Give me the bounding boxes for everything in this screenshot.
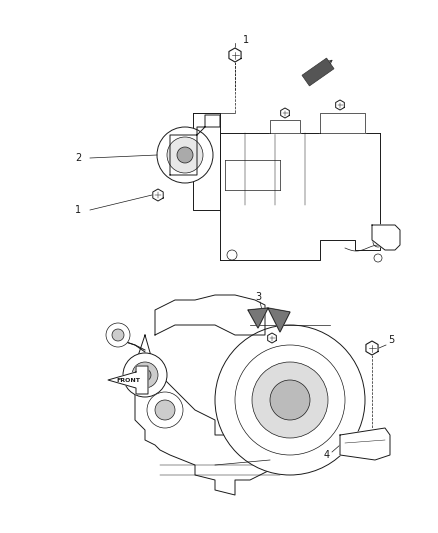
Polygon shape [153, 189, 163, 201]
Text: 2: 2 [75, 153, 81, 163]
Polygon shape [320, 113, 365, 133]
Bar [302, 58, 334, 86]
Polygon shape [268, 308, 290, 332]
Circle shape [235, 345, 345, 455]
Polygon shape [281, 108, 290, 118]
Polygon shape [268, 333, 276, 343]
Circle shape [106, 323, 130, 347]
Text: 3: 3 [255, 292, 261, 302]
Polygon shape [155, 295, 265, 335]
Polygon shape [270, 120, 300, 133]
Circle shape [139, 369, 151, 381]
Polygon shape [248, 308, 268, 328]
Polygon shape [135, 335, 285, 495]
Polygon shape [229, 48, 241, 62]
Circle shape [215, 325, 365, 475]
Polygon shape [372, 225, 400, 250]
Polygon shape [108, 366, 148, 394]
Text: 1: 1 [243, 35, 249, 45]
Polygon shape [170, 115, 220, 175]
Polygon shape [193, 113, 220, 210]
Circle shape [123, 353, 167, 397]
Circle shape [147, 392, 183, 428]
Text: FRONT: FRONT [116, 377, 140, 383]
Circle shape [155, 400, 175, 420]
Circle shape [270, 380, 310, 420]
Polygon shape [336, 100, 344, 110]
Circle shape [157, 127, 213, 183]
Text: 1: 1 [75, 205, 81, 215]
Circle shape [177, 147, 193, 163]
Circle shape [132, 362, 158, 388]
Circle shape [167, 137, 203, 173]
Polygon shape [366, 341, 378, 355]
Text: 4: 4 [324, 450, 330, 460]
Polygon shape [340, 428, 390, 460]
Text: 5: 5 [388, 335, 394, 345]
Circle shape [252, 362, 328, 438]
Circle shape [112, 329, 124, 341]
